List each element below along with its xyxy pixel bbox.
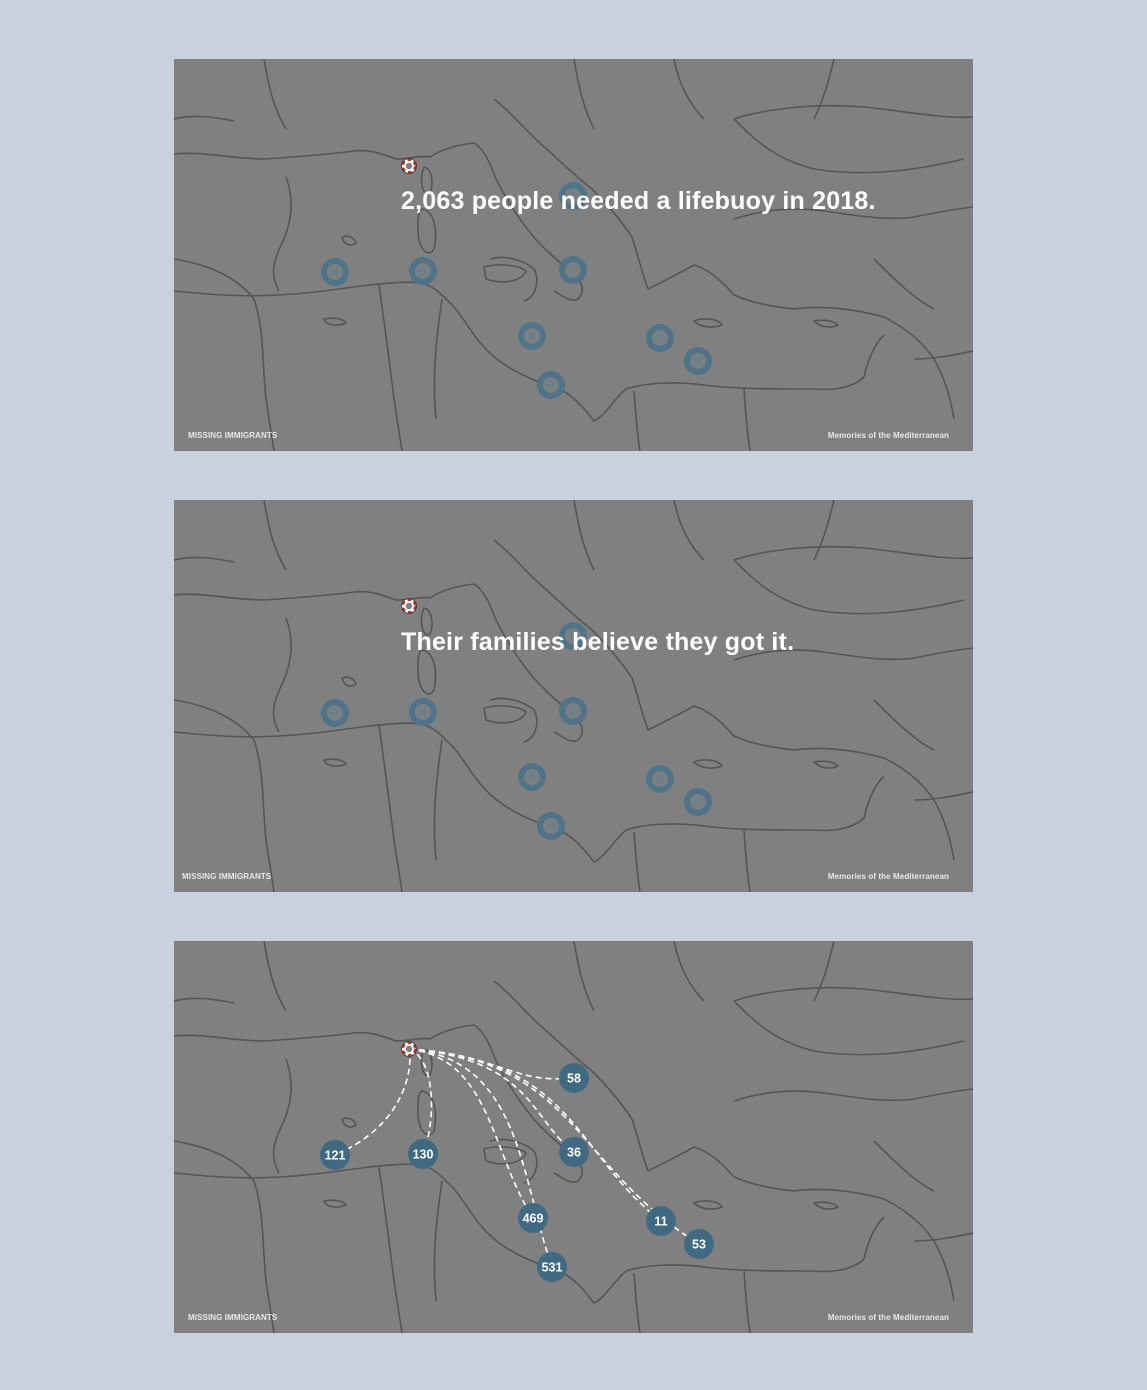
casualty-ring-marker xyxy=(321,258,349,286)
route-line xyxy=(334,1048,411,1156)
route-count-bubble: 130 xyxy=(408,1139,438,1169)
casualty-ring-marker xyxy=(646,765,674,793)
casualty-ring-marker xyxy=(321,699,349,727)
mediterranean-map xyxy=(174,59,973,451)
route-count-label: 121 xyxy=(325,1149,346,1163)
casualty-ring-marker xyxy=(559,182,587,210)
casualty-ring-marker xyxy=(537,812,565,840)
route-count-bubble: 36 xyxy=(559,1137,589,1167)
panel-caption: 2,063 people needed a lifebuoy in 2018. xyxy=(401,187,876,215)
route-line xyxy=(408,1048,662,1222)
panel-caption: Their families believe they got it. xyxy=(401,628,795,656)
map-coastlines xyxy=(174,500,973,892)
lifebuoy-icon xyxy=(401,1041,417,1057)
route-count-label: 53 xyxy=(692,1238,706,1252)
footer-title: Memories of the Mediterranean xyxy=(827,1313,949,1322)
map-panel-1: 2,063 people needed a lifebuoy in 2018. … xyxy=(174,59,973,451)
casualty-ring-marker xyxy=(518,322,546,350)
route-count-bubble: 469 xyxy=(518,1203,548,1233)
footer-title: Memories of the Mediterranean xyxy=(827,872,949,881)
mediterranean-map xyxy=(174,500,973,892)
footer-brand: MISSING IMMIGRANTS xyxy=(188,1313,278,1322)
casualty-ring-marker xyxy=(559,256,587,284)
route-line xyxy=(408,1048,433,1155)
casualty-ring-marker xyxy=(684,347,712,375)
mediterranean-map: 58 121 130 36 469 11 53 531 xyxy=(174,941,973,1333)
route-count-bubble: 58 xyxy=(559,1063,589,1093)
lifebuoy-icon xyxy=(401,158,417,174)
casualty-ring-marker xyxy=(559,697,587,725)
route-count-bubble: 531 xyxy=(537,1252,567,1282)
route-count-label: 130 xyxy=(413,1148,434,1162)
casualty-ring-marker xyxy=(646,324,674,352)
footer-brand: MISSING IMMIGRANTS xyxy=(188,431,278,440)
route-count-label: 36 xyxy=(567,1146,581,1160)
casualty-ring-marker xyxy=(537,371,565,399)
map-panel-3: 58 121 130 36 469 11 53 531 MISSING IMMIGRANTS … xyxy=(174,941,973,1333)
route-count-label: 58 xyxy=(567,1072,581,1086)
casualty-ring-marker xyxy=(559,622,587,650)
map-coastlines xyxy=(174,941,973,1333)
footer-title: Memories of the Mediterranean xyxy=(827,431,949,440)
casualty-ring-marker xyxy=(684,788,712,816)
casualty-ring-marker xyxy=(409,257,437,285)
casualty-ring-marker xyxy=(409,698,437,726)
route-count-label: 531 xyxy=(542,1261,563,1275)
footer-brand: MISSING IMMIGRANTS xyxy=(182,872,272,881)
route-count-label: 469 xyxy=(523,1212,544,1226)
route-line xyxy=(408,1048,534,1219)
route-line xyxy=(408,1048,575,1153)
lifebuoy-icon xyxy=(401,598,417,614)
route-count-bubble: 121 xyxy=(320,1140,350,1170)
route-count-bubble: 11 xyxy=(646,1206,676,1236)
casualty-ring-marker xyxy=(518,763,546,791)
map-panel-2: Their families believe they got it. MISS… xyxy=(174,500,973,892)
route-count-bubble: 53 xyxy=(684,1229,714,1259)
route-count-label: 11 xyxy=(654,1215,667,1229)
map-coastlines xyxy=(174,59,973,451)
